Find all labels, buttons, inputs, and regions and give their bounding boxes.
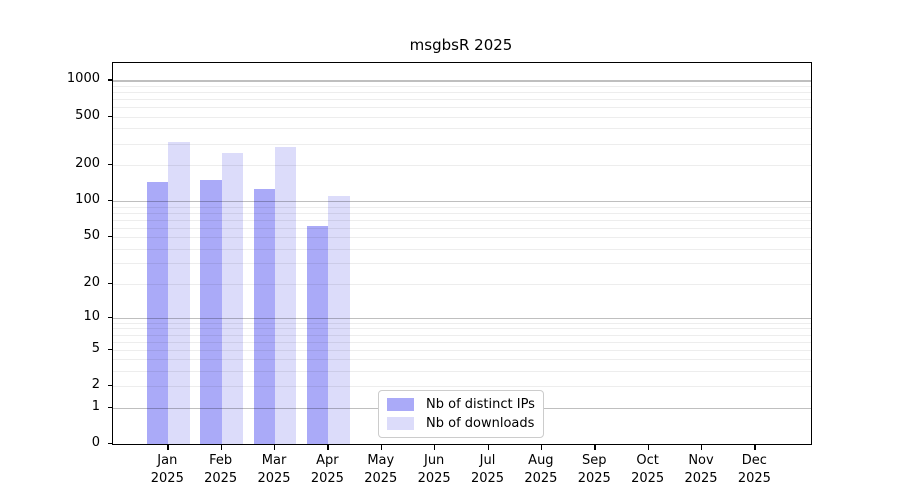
x-tick — [167, 444, 169, 450]
minor-gridline — [113, 85, 811, 87]
y-tick-label: 100 — [75, 192, 100, 208]
y-tick-label: 5 — [91, 340, 100, 356]
minor-gridline — [113, 107, 811, 109]
minor-gridline — [113, 283, 811, 285]
minor-gridline — [113, 227, 811, 229]
minor-gridline — [113, 219, 811, 221]
x-tick — [274, 444, 276, 450]
bar-distinct-ips-feb — [200, 179, 222, 444]
x-tick-label-oct: Oct 2025 — [631, 453, 665, 486]
x-tick — [434, 444, 436, 450]
minor-gridline — [113, 212, 811, 214]
major-gridline — [113, 80, 811, 82]
x-tick-label-jan: Jan 2025 — [150, 453, 184, 486]
x-tick — [220, 444, 222, 450]
bar-downloads-feb — [221, 153, 244, 444]
x-tick — [594, 444, 596, 450]
bar-distinct-ips-jan — [146, 181, 169, 444]
minor-gridline — [113, 334, 811, 336]
bar-downloads-jan — [168, 141, 190, 444]
minor-gridline — [113, 116, 811, 118]
minor-gridline — [113, 128, 811, 130]
y-tick — [108, 348, 113, 350]
plot-area — [112, 62, 812, 445]
legend-swatch-distinct-ips — [387, 398, 414, 411]
minor-gridline — [113, 328, 811, 330]
minor-gridline — [113, 99, 811, 101]
minor-gridline — [113, 92, 811, 94]
x-tick — [327, 444, 329, 450]
x-tick — [487, 444, 489, 450]
legend-swatch-downloads — [387, 417, 414, 430]
legend-label-downloads: Nb of downloads — [426, 416, 535, 431]
gridlines-layer — [113, 63, 811, 444]
y-tick — [108, 236, 113, 238]
y-tick-label: 1 — [91, 398, 100, 414]
minor-gridline — [113, 263, 811, 265]
y-tick — [108, 316, 113, 319]
x-tick-label-feb: Feb 2025 — [204, 453, 238, 486]
y-tick — [108, 79, 113, 81]
y-tick — [108, 443, 113, 445]
x-tick-label-may: May 2025 — [364, 453, 398, 486]
legend: Nb of distinct IPs Nb of downloads — [378, 390, 544, 438]
minor-gridline — [113, 359, 811, 361]
y-tick — [108, 282, 113, 285]
y-tick — [108, 200, 113, 202]
x-tick-label-sep: Sep 2025 — [577, 453, 611, 486]
x-tick — [754, 444, 756, 450]
y-tick-label: 500 — [75, 107, 100, 123]
legend-item-distinct-ips: Nb of distinct IPs — [387, 397, 535, 412]
x-tick-label-apr: Apr 2025 — [310, 453, 344, 486]
y-tick-label: 50 — [83, 228, 100, 244]
minor-gridline — [113, 386, 811, 388]
x-tick — [701, 444, 703, 450]
minor-gridline — [113, 322, 811, 324]
x-tick — [380, 444, 383, 450]
y-tick — [108, 385, 113, 387]
bars-layer — [113, 63, 811, 444]
minor-gridline — [113, 164, 811, 166]
chart-title: msgbsR 2025 — [409, 36, 513, 54]
x-tick-label-jul: Jul 2025 — [470, 453, 505, 486]
y-tick-label: 10 — [83, 308, 100, 324]
legend-item-downloads: Nb of downloads — [387, 416, 535, 431]
y-tick-label: 2 — [91, 377, 100, 393]
major-gridline — [113, 201, 811, 203]
minor-gridline — [113, 371, 811, 373]
x-tick-label-jun: Jun 2025 — [417, 453, 451, 486]
y-tick-label: 200 — [75, 155, 100, 171]
x-tick — [540, 444, 543, 450]
x-tick-label-dec: Dec 2025 — [737, 453, 771, 486]
legend-label-distinct-ips: Nb of distinct IPs — [426, 397, 535, 412]
x-tick-label-mar: Mar 2025 — [257, 453, 291, 486]
minor-gridline — [113, 237, 811, 239]
y-tick — [108, 163, 113, 166]
y-tick-label: 1000 — [66, 71, 100, 87]
bar-downloads-mar — [275, 147, 297, 444]
bar-downloads-apr — [328, 196, 350, 444]
y-tick — [108, 406, 113, 408]
y-tick-label: 20 — [83, 274, 100, 290]
bar-distinct-ips-apr — [307, 225, 329, 444]
x-tick — [647, 444, 649, 450]
minor-gridline — [113, 206, 811, 208]
x-tick-label-aug: Aug 2025 — [524, 453, 558, 486]
y-tick-label: 0 — [91, 435, 100, 450]
bar-distinct-ips-mar — [253, 189, 276, 444]
minor-gridline — [113, 143, 811, 145]
minor-gridline — [113, 349, 811, 351]
major-gridline — [113, 317, 811, 319]
minor-gridline — [113, 248, 811, 250]
minor-gridline — [113, 341, 811, 343]
y-tick — [108, 115, 113, 118]
x-tick-label-nov: Nov 2025 — [684, 453, 718, 486]
